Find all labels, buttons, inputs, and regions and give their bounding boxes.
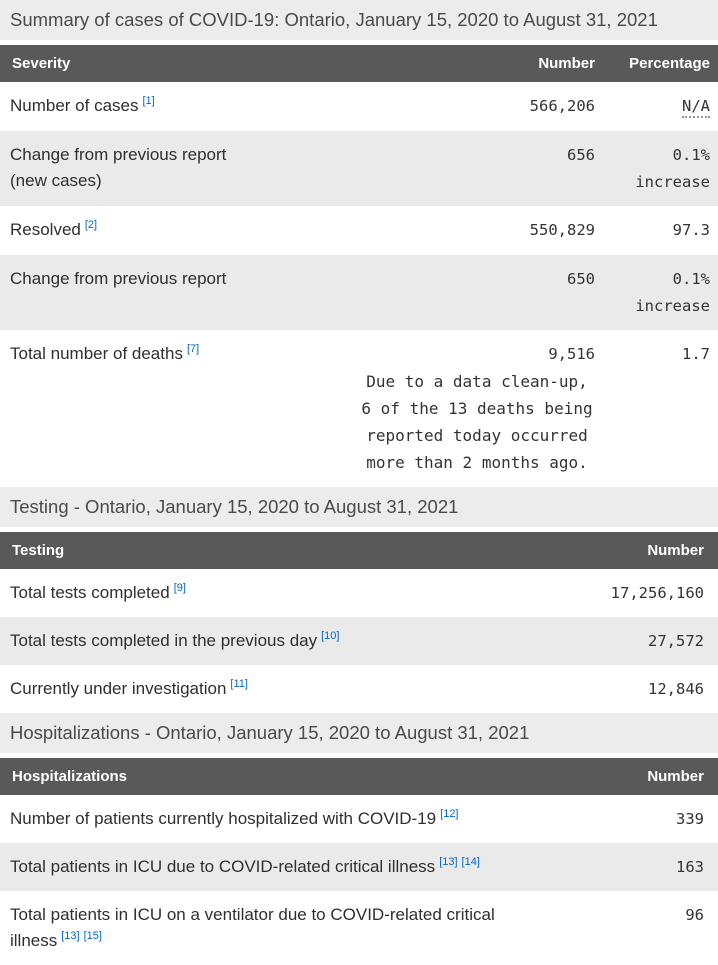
row-label: Total tests completed [9] (0, 580, 534, 606)
footnote-ref-link[interactable]: [12] (440, 808, 459, 821)
hospitalizations-section: Hospitalizations - Ontario, January 15, … (0, 713, 718, 965)
row-percentage: 0.1% (672, 146, 710, 164)
row-label: Change from previous report (new cases) (0, 142, 345, 195)
row-percentage: 1.7 (682, 345, 710, 363)
row-label: Number of cases [1] (0, 93, 345, 120)
column-header-number: Number (647, 768, 704, 785)
table-row: Change from previous report 650 0.1% inc… (0, 255, 718, 330)
column-header-number: Number (647, 542, 704, 559)
row-number-cell: 656 (345, 142, 595, 195)
row-percentage-line2: increase (635, 173, 710, 191)
row-percentage-cell: 1.7 (595, 341, 710, 476)
row-number-cell: 566,206 (345, 93, 595, 120)
table-row: Number of patients currently hospitalize… (0, 795, 718, 843)
row-number: 163 (676, 858, 704, 876)
footnote-ref-link[interactable]: [2] (84, 219, 98, 232)
table-row: Number of cases [1] 566,206 N/A (0, 82, 718, 131)
footnote-ref-link[interactable]: [13] (439, 856, 458, 869)
row-label-text: Change from previous report (10, 269, 227, 288)
row-number: 339 (676, 810, 704, 828)
row-number-cell: 9,516 Due to a data clean-up, 6 of the 1… (345, 341, 595, 476)
row-label-text: Total patients in ICU due to COVID-relat… (10, 857, 436, 876)
row-label: Change from previous report (0, 266, 345, 319)
row-label: Resolved [2] (0, 217, 345, 244)
footnote-ref-link[interactable]: [9] (173, 582, 186, 595)
row-number: 550,829 (529, 221, 595, 239)
column-header-number: Number (538, 55, 595, 72)
row-label-text: Total patients in ICU on a ventilator du… (10, 905, 495, 950)
row-percentage-cell: 0.1% increase (595, 266, 710, 319)
column-header-testing: Testing (12, 542, 65, 559)
row-label-text: Resolved (10, 220, 81, 239)
hospitalizations-table-header: Hospitalizations Number (0, 758, 718, 795)
table-row: Total tests completed in the previous da… (0, 617, 718, 665)
severity-table-header: Severity Number Percentage (0, 45, 718, 82)
row-label-text: Total number of deaths (10, 344, 183, 363)
row-label-line2: (new cases) (10, 171, 102, 190)
row-label-text: Total tests completed (10, 583, 170, 602)
row-percentage-cell: 0.1% increase (595, 142, 710, 195)
row-label-text: Number of patients currently hospitalize… (10, 809, 437, 828)
row-number: 12,846 (648, 680, 704, 698)
row-number-cell: 163 (534, 854, 704, 880)
footnote-ref-link[interactable]: [11] (230, 678, 248, 691)
row-number: 17,256,160 (610, 584, 704, 602)
row-percentage: 0.1% (672, 270, 710, 288)
row-number-cell: 650 (345, 266, 595, 319)
table-row: Total tests completed [9] 17,256,160 (0, 569, 718, 617)
row-number: 650 (567, 270, 595, 288)
hospitalizations-section-caption: Hospitalizations - Ontario, January 15, … (0, 713, 718, 753)
row-number: 96 (685, 906, 704, 924)
row-percentage-cell: 97.3 (595, 217, 710, 244)
table-row: Currently under investigation [11] 12,846 (0, 665, 718, 713)
row-number: 656 (567, 146, 595, 164)
footnote-ref-link[interactable]: [7] (186, 343, 200, 356)
row-number: 566,206 (529, 97, 595, 115)
row-number-cell: 27,572 (534, 628, 704, 654)
deaths-data-cleanup-note: Due to a data clean-up, 6 of the 13 deat… (361, 372, 593, 472)
row-label: Currently under investigation [11] (0, 676, 534, 702)
footnote-ref-link[interactable]: [10] (321, 630, 340, 643)
not-applicable-abbr[interactable]: N/A (682, 97, 710, 118)
table-row: Change from previous report (new cases) … (0, 131, 718, 206)
row-number-cell: 339 (534, 806, 704, 832)
severity-section-caption: Summary of cases of COVID-19: Ontario, J… (0, 0, 718, 40)
table-row: Resolved [2] 550,829 97.3 (0, 206, 718, 255)
row-label: Number of patients currently hospitalize… (0, 806, 534, 832)
footnote-ref-link[interactable]: [13] (61, 930, 80, 943)
row-label-text: Total tests completed in the previous da… (10, 631, 318, 650)
row-percentage: 97.3 (672, 221, 710, 239)
row-number-cell: 96 (534, 902, 704, 954)
testing-section: Testing - Ontario, January 15, 2020 to A… (0, 487, 718, 713)
footnote-ref-link[interactable]: [1] (142, 95, 155, 108)
row-number: 9,516 (548, 345, 595, 363)
row-label: Total tests completed in the previous da… (0, 628, 534, 654)
row-label-text: Number of cases (10, 96, 139, 115)
row-label: Total patients in ICU on a ventilator du… (0, 902, 534, 954)
row-label-text: Currently under investigation (10, 679, 227, 698)
footnote-ref-link[interactable]: [14] (461, 856, 480, 869)
table-row: Total patients in ICU on a ventilator du… (0, 891, 718, 965)
column-header-hospitalizations: Hospitalizations (12, 768, 128, 785)
column-header-percentage: Percentage (629, 55, 710, 72)
column-header-severity: Severity (12, 55, 71, 72)
severity-section: Summary of cases of COVID-19: Ontario, J… (0, 0, 718, 487)
testing-section-caption: Testing - Ontario, January 15, 2020 to A… (0, 487, 718, 527)
row-number-cell: 17,256,160 (534, 580, 704, 606)
row-label: Total number of deaths [7] (0, 341, 345, 476)
row-number-cell: 550,829 (345, 217, 595, 244)
footnote-ref-link[interactable]: [15] (83, 930, 102, 943)
row-label: Total patients in ICU due to COVID-relat… (0, 854, 534, 880)
row-percentage-line2: increase (635, 297, 710, 315)
table-row: Total patients in ICU due to COVID-relat… (0, 843, 718, 891)
row-number: 27,572 (648, 632, 704, 650)
table-row: Total number of deaths [7] 9,516 Due to a… (0, 330, 718, 487)
row-number-cell: 12,846 (534, 676, 704, 702)
row-percentage-cell: N/A (595, 93, 710, 120)
row-label-text: Change from previous report (10, 145, 227, 164)
testing-table-header: Testing Number (0, 532, 718, 569)
